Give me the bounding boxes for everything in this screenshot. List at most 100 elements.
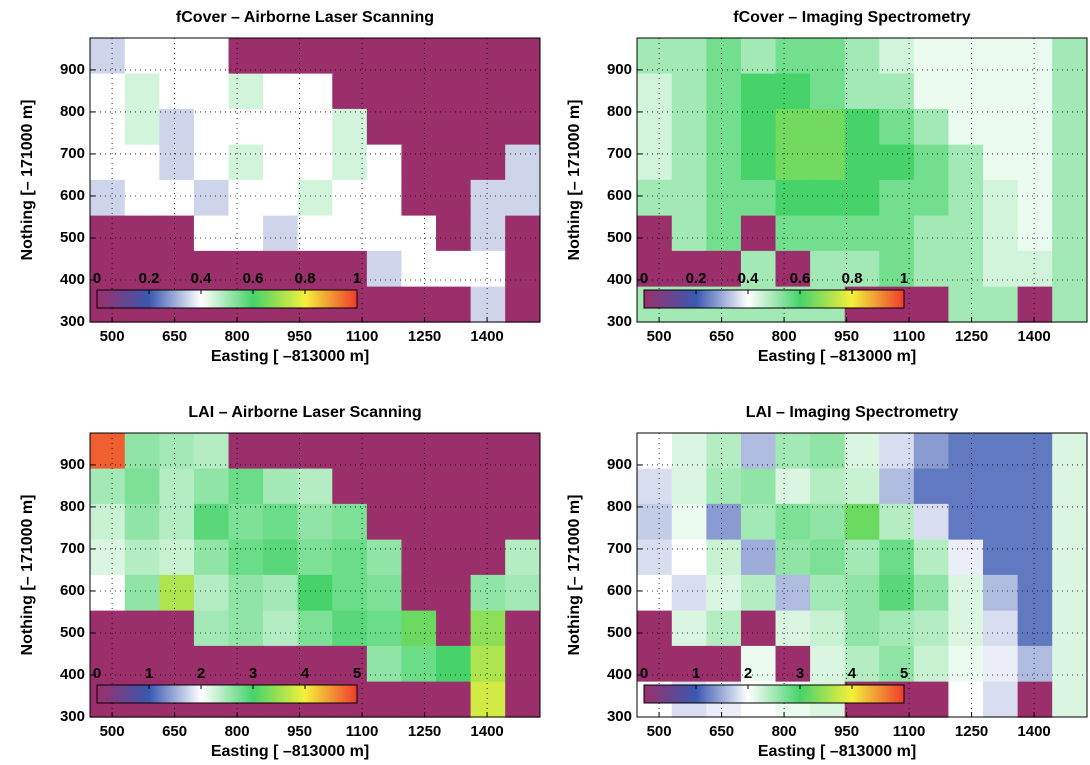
- cell: [810, 610, 846, 647]
- cell: [159, 179, 195, 216]
- y-tick-label: 300: [60, 708, 85, 725]
- cell: [90, 574, 126, 611]
- cell: [879, 37, 915, 74]
- colorbar: [96, 289, 358, 309]
- cell: [332, 215, 368, 252]
- y-axis-label: Nothing [– 171000 m]: [566, 495, 583, 656]
- cell: [228, 144, 264, 181]
- cell: [637, 215, 673, 252]
- y-tick-label: 600: [60, 582, 85, 599]
- cell: [671, 73, 707, 110]
- cell: [90, 250, 126, 287]
- cell: [913, 108, 950, 145]
- x-tick-label: 950: [287, 723, 312, 740]
- cell: [810, 539, 846, 576]
- chart-title: fCover – Airborne Laser Scanning: [176, 9, 434, 26]
- x-tick-label: 650: [162, 328, 187, 345]
- panel: 500 650 800 950 1100 1250 14003004005006007008…: [19, 404, 541, 760]
- cell: [810, 250, 846, 287]
- cell: [90, 432, 126, 469]
- cell: [983, 645, 1019, 682]
- cell: [1052, 503, 1088, 540]
- x-tick-label: 1400: [1017, 328, 1050, 345]
- cell: [740, 539, 777, 576]
- cell: [671, 574, 707, 611]
- cell: [366, 503, 403, 540]
- cell: [470, 681, 506, 718]
- cell: [1017, 37, 1053, 74]
- cell: [775, 37, 811, 74]
- cell: [706, 144, 742, 181]
- cell: [844, 432, 880, 469]
- cell: [297, 144, 333, 181]
- cell: [332, 37, 368, 74]
- cell: [159, 215, 195, 252]
- cell: [297, 108, 333, 145]
- cell: [879, 610, 915, 647]
- cell: [436, 250, 472, 287]
- colorbar-tick-label: 1: [900, 270, 908, 287]
- cell: [193, 610, 230, 647]
- panel: 500 650 800 950 1100 1250 14003004005006007008…: [566, 9, 1088, 365]
- x-tick-label: 1400: [470, 328, 503, 345]
- cell: [401, 503, 437, 540]
- cell: [810, 108, 846, 145]
- y-tick-label: 900: [60, 61, 85, 78]
- cell: [401, 286, 437, 323]
- cell: [193, 37, 230, 74]
- y-axis-label: Nothing [– 171000 m]: [19, 100, 36, 261]
- cell: [1052, 645, 1088, 682]
- cell: [1017, 610, 1053, 647]
- chart-title: LAI – Imaging Spectrometry: [746, 404, 959, 421]
- cell: [948, 179, 984, 216]
- cell: [124, 645, 160, 682]
- cell: [775, 468, 811, 505]
- cell: [332, 144, 368, 181]
- cell: [263, 503, 299, 540]
- x-tick-label: 800: [225, 328, 250, 345]
- cell: [671, 645, 707, 682]
- cell: [637, 73, 673, 110]
- cell: [740, 574, 777, 611]
- cell: [948, 539, 984, 576]
- cell: [332, 432, 368, 469]
- cell: [983, 144, 1019, 181]
- cell: [436, 286, 472, 323]
- cell: [1052, 215, 1088, 252]
- colorbar-tick-label: 0: [640, 270, 648, 287]
- cell: [436, 539, 472, 576]
- cell: [983, 503, 1019, 540]
- cell: [706, 179, 742, 216]
- cell: [436, 108, 472, 145]
- cell: [297, 432, 333, 469]
- x-tick-label: 650: [162, 723, 187, 740]
- cell: [671, 432, 707, 469]
- cell: [948, 250, 984, 287]
- cell: [637, 610, 673, 647]
- cell: [740, 468, 777, 505]
- cell: [879, 215, 915, 252]
- cell: [1052, 108, 1088, 145]
- x-axis-label: Easting [ –813000 m]: [211, 348, 369, 365]
- cell: [124, 468, 160, 505]
- cell: [297, 37, 333, 74]
- cell: [159, 73, 195, 110]
- cell: [263, 539, 299, 576]
- x-tick-label: 650: [709, 328, 734, 345]
- cell: [948, 503, 984, 540]
- cell: [470, 539, 506, 576]
- cell: [1052, 37, 1088, 74]
- y-tick-label: 600: [60, 187, 85, 204]
- cell: [913, 215, 950, 252]
- cell: [671, 503, 707, 540]
- cell: [505, 574, 541, 611]
- x-tick-label: 1400: [470, 723, 503, 740]
- cell: [775, 144, 811, 181]
- y-tick-label: 400: [607, 271, 632, 288]
- y-tick-label: 400: [607, 666, 632, 683]
- cell: [332, 503, 368, 540]
- cell: [124, 37, 160, 74]
- cell: [297, 539, 333, 576]
- cell: [1017, 432, 1053, 469]
- cell: [1017, 250, 1053, 287]
